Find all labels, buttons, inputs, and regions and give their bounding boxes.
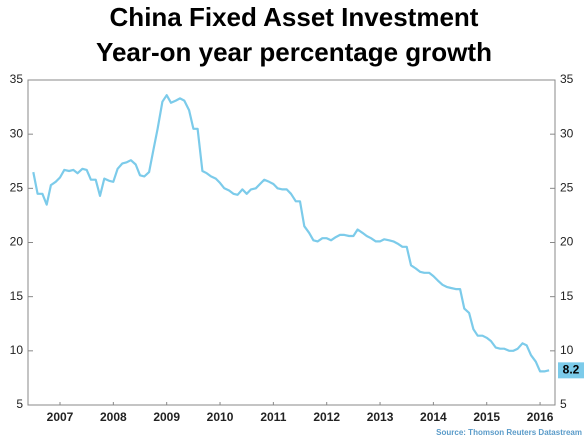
y2-tick-label: 25 (560, 181, 574, 195)
x-tick-label: 2008 (100, 410, 127, 424)
x-tick-label: 2010 (207, 410, 234, 424)
data-line (32, 94, 550, 373)
x-tick-label: 2007 (47, 410, 74, 424)
x-tick-label: 2015 (473, 410, 500, 424)
y2-tick-label: 35 (560, 72, 574, 86)
last-value-box (558, 362, 584, 379)
y-tick-label: 10 (10, 343, 24, 357)
x-tick-label: 2012 (313, 410, 340, 424)
x-tick-label: 2016 (527, 410, 554, 424)
x-tick-label: 2013 (367, 410, 394, 424)
y2-tick-label: 10 (560, 343, 574, 357)
y2-tick-label: 30 (560, 126, 574, 140)
last-value-label: 8.2 (563, 363, 580, 377)
chart-title: China Fixed Asset Investment (110, 2, 479, 32)
y-tick-label: 20 (10, 235, 24, 249)
plot-frame (27, 79, 556, 406)
y-tick-label: 15 (10, 289, 24, 303)
x-tick-label: 2014 (420, 410, 447, 424)
y-tick-label: 30 (10, 126, 24, 140)
y2-tick-label: 5 (560, 397, 567, 411)
y2-tick-label: 15 (560, 289, 574, 303)
y2-tick-label: 20 (560, 235, 574, 249)
x-tick-label: 2009 (153, 410, 180, 424)
y-tick-label: 35 (10, 72, 24, 86)
y-tick-label: 5 (16, 397, 23, 411)
chart-subtitle: Year-on year percentage growth (96, 37, 492, 67)
source-note: Source: Thomson Reuters Datastream (436, 428, 582, 437)
y-tick-label: 25 (10, 181, 24, 195)
x-tick-label: 2011 (260, 410, 286, 424)
